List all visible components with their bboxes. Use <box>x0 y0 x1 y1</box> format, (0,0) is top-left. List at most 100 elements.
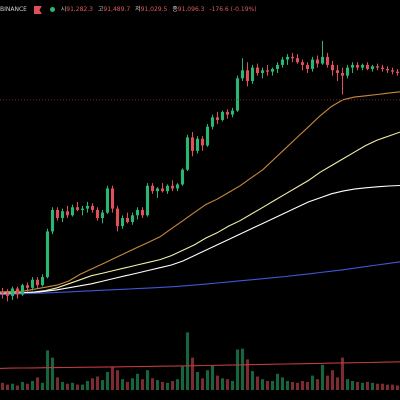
volume-bar <box>250 371 255 390</box>
candle <box>250 64 255 84</box>
candle <box>210 114 215 130</box>
ohlc-close: 종91,096.3 <box>172 6 205 13</box>
candle <box>180 168 185 186</box>
live-dot-icon <box>49 7 55 12</box>
candle <box>145 183 150 217</box>
candle <box>5 289 10 302</box>
volume-bar <box>60 381 65 390</box>
candle <box>245 62 250 87</box>
volume-bar <box>165 382 170 390</box>
candle <box>335 64 340 82</box>
candle <box>260 67 265 79</box>
volume-bar <box>305 381 310 390</box>
candle <box>125 212 130 224</box>
candle <box>10 286 15 300</box>
candle <box>300 59 305 71</box>
ma_mid-line <box>0 131 400 294</box>
candle <box>395 68 400 76</box>
candle <box>80 205 85 216</box>
candle <box>305 62 310 73</box>
flag-icon[interactable] <box>33 6 42 14</box>
volume-bar <box>150 378 155 390</box>
volume-bar <box>225 379 230 390</box>
volume-bar <box>285 381 290 390</box>
volume-bar <box>5 384 10 390</box>
volume-bar <box>255 376 260 390</box>
candle <box>220 110 225 122</box>
candle <box>230 107 235 118</box>
candle <box>55 207 60 221</box>
candle <box>90 203 95 213</box>
volume-bar <box>130 378 135 390</box>
candle <box>135 207 140 220</box>
volume-bar <box>325 375 330 390</box>
volume-bar <box>190 357 195 390</box>
volume-bar <box>15 385 20 390</box>
candle <box>320 40 325 65</box>
volume-bar <box>85 381 90 390</box>
ohlc-open: 시91,282.3 <box>60 6 93 13</box>
volume-bar <box>20 381 25 390</box>
chart-legend-bar: BINANCE 시91,282.3 고91,489.7 저91,029.5 종9… <box>0 4 260 16</box>
candle <box>370 64 375 72</box>
candle <box>175 183 180 192</box>
candle <box>365 62 370 71</box>
volume-bar <box>200 378 205 390</box>
candle <box>30 277 35 291</box>
candle <box>265 64 270 76</box>
candle <box>375 63 380 71</box>
ohlc-high: 고91,489.7 <box>97 6 131 13</box>
volume-bar <box>210 365 215 390</box>
candle <box>50 207 55 235</box>
volume-bar <box>310 375 315 390</box>
volume-bar <box>230 381 235 390</box>
volume-bar <box>350 381 355 390</box>
ma_short-line <box>0 91 400 293</box>
volume-bar <box>355 381 360 390</box>
candle <box>130 212 135 225</box>
candle <box>195 136 200 154</box>
price-change: -176.6 (-0.19%) <box>209 6 257 13</box>
candle <box>20 283 25 296</box>
candle <box>65 205 70 218</box>
candles <box>0 40 400 302</box>
candle <box>110 185 115 213</box>
candle <box>120 215 125 229</box>
candle <box>160 183 165 193</box>
candle <box>45 228 50 279</box>
candle <box>70 204 75 217</box>
volume-bar <box>330 370 335 390</box>
volume-bar <box>45 350 50 390</box>
candle <box>295 54 300 64</box>
volume-bar <box>245 359 250 390</box>
volume-bar <box>145 370 150 390</box>
candle <box>115 205 120 232</box>
candle <box>190 132 195 157</box>
candle <box>25 282 30 292</box>
candle <box>345 64 350 79</box>
ma_long-line <box>0 184 400 296</box>
candle <box>340 67 345 95</box>
candle <box>60 208 65 223</box>
candle <box>315 55 320 68</box>
volume-bar <box>10 383 15 390</box>
volume-bars <box>0 332 400 390</box>
volume-bar <box>240 348 245 390</box>
ma_200-line <box>0 261 400 296</box>
candle <box>95 207 100 221</box>
candle <box>285 54 290 65</box>
moving-average-lines <box>0 91 400 369</box>
volume-bar <box>365 381 370 390</box>
volume-bar <box>235 349 240 390</box>
volume-bar <box>0 382 5 390</box>
candle <box>140 207 145 218</box>
volume-bar <box>370 382 375 390</box>
volume-bar <box>395 385 400 390</box>
volume-bar <box>290 381 295 390</box>
volume-bar <box>270 381 275 390</box>
volume-bar <box>345 379 350 390</box>
candle <box>240 58 245 82</box>
candle <box>255 63 260 76</box>
candle <box>390 67 395 75</box>
